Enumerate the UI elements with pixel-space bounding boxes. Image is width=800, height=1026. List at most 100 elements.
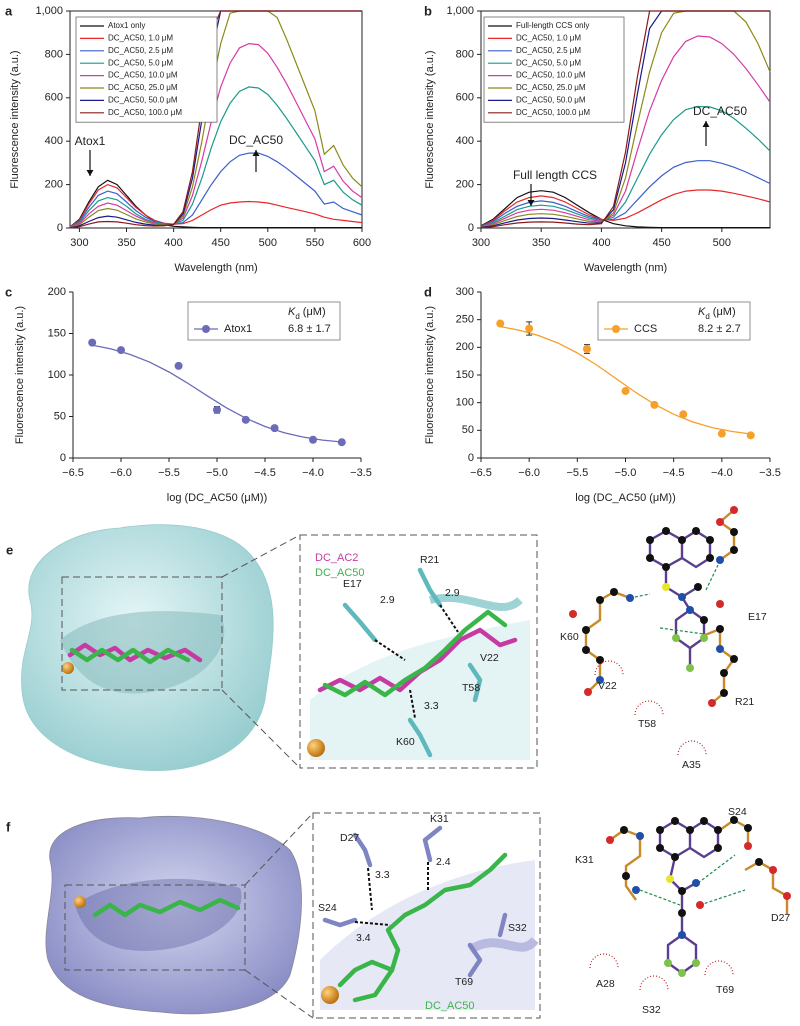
panel-label: f (6, 819, 11, 834)
legend-label: Atox1 (224, 323, 252, 335)
data-point (525, 324, 534, 333)
data-point (650, 400, 659, 409)
copper-ion (74, 896, 86, 908)
annotation: Full length CCS (513, 168, 597, 182)
residue-sticks (422, 825, 443, 863)
fit-curve (92, 344, 342, 443)
arrow-head (86, 170, 94, 176)
residue-label: E17 (748, 611, 767, 623)
residue-sticks (342, 602, 378, 643)
panel-f: f D27 K31 S24 S32 T69 3.3 2.4 3.4 DC_AC5… (6, 806, 791, 1019)
x-tick-label: 400 (164, 237, 182, 249)
zoom-box (64, 884, 246, 971)
x-tick-label: −5.0 (206, 467, 228, 479)
residue-sticks (322, 917, 358, 928)
panel-label: a (5, 3, 13, 18)
x-tick-label: −4.0 (302, 467, 324, 479)
spectrum-line (69, 86, 363, 228)
residue-label: K31 (430, 813, 449, 825)
x-tick-label: −4.0 (711, 467, 733, 479)
spectrum-line (480, 35, 771, 228)
ligand-sticks (69, 647, 191, 665)
residue-sticks (417, 567, 443, 608)
kd-symbol: K (698, 306, 706, 318)
spectrum-line (480, 105, 771, 228)
legend-label: DC_AC50, 50.0 μM (108, 96, 178, 105)
zoom-panel (312, 812, 541, 1019)
ligand-sticks (352, 967, 395, 1003)
kd-unit: (μM) (303, 306, 326, 318)
ligand-sticks (322, 609, 508, 698)
arrow-head (527, 200, 535, 206)
distance-label: 3.3 (424, 700, 439, 712)
data-point (309, 435, 317, 444)
hbond (354, 921, 391, 926)
y-tick-label: 50 (54, 410, 66, 422)
residue-sticks (352, 832, 373, 868)
y-tick-label: 200 (456, 341, 474, 353)
data-point (270, 424, 279, 433)
x-axis-title: Wavelength (nm) (584, 262, 667, 274)
zoom-line (244, 969, 314, 1019)
x-tick-label: −3.5 (350, 467, 372, 479)
ligand-sticks (92, 897, 241, 918)
y-tick-label: 0 (468, 222, 474, 234)
x-tick-label: −5.5 (566, 467, 588, 479)
residue-label: K31 (575, 854, 594, 866)
residue-label: R21 (420, 554, 439, 566)
residue-label: D27 (340, 832, 359, 844)
x-tick-label: 550 (306, 237, 324, 249)
ribbon (429, 593, 523, 612)
x-tick-label: −6.5 (62, 467, 84, 479)
interaction-map (589, 816, 791, 991)
x-tick-label: 300 (472, 237, 490, 249)
x-axis-title: log (DC_AC50 (μM)) (575, 492, 675, 504)
spectrum-line (480, 190, 770, 229)
y-axis-title: Fluorescence intensity (a.u.) (9, 50, 21, 188)
y-tick-label: 800 (45, 48, 63, 60)
x-tick-label: 350 (532, 237, 550, 249)
residue-label: E17 (343, 578, 362, 590)
residue-sticks (467, 662, 483, 703)
distance-label: 2.9 (380, 594, 395, 606)
x-tick-label: −6.0 (518, 467, 540, 479)
residue-sticks (467, 942, 483, 978)
y-tick-label: 150 (456, 369, 474, 381)
residue-label: K60 (396, 736, 415, 748)
panel-label: d (424, 284, 432, 299)
x-tick-label: 450 (212, 237, 230, 249)
data-point (679, 410, 688, 419)
data-point (337, 438, 346, 447)
hbond (367, 867, 373, 911)
legend-label: DC_AC50, 2.5 μM (516, 46, 581, 55)
kd-symbol: K (288, 306, 296, 318)
legend-label: DC_AC50, 50.0 μM (516, 96, 586, 105)
distance-label: 3.4 (356, 932, 371, 944)
x-tick-label: −5.5 (158, 467, 180, 479)
hbond (374, 639, 406, 661)
legend-label: DC_AC50, 5.0 μM (516, 58, 581, 67)
zoom-line (221, 689, 301, 769)
zoom-box (61, 576, 223, 691)
y-tick-label: 600 (456, 92, 474, 104)
y-tick-label: 250 (456, 314, 474, 326)
y-tick-label: 1,000 (35, 5, 63, 17)
y-tick-label: 0 (57, 222, 63, 234)
spectrum-line (480, 10, 770, 229)
y-tick-label: 100 (48, 369, 66, 381)
legend-label: DC_AC50, 25.0 μM (516, 83, 586, 92)
legend-label: DC_AC50, 5.0 μM (108, 58, 173, 67)
panel-label: b (424, 3, 432, 18)
y-tick-label: 400 (456, 135, 474, 147)
legend-box (483, 16, 625, 123)
y-tick-label: 1,000 (446, 5, 474, 17)
x-tick-label: 400 (592, 237, 610, 249)
residue-sticks (407, 717, 433, 758)
ligand-label: DC_AC50 (425, 1000, 475, 1012)
kd-unit: (μM) (713, 306, 736, 318)
y-tick-label: 800 (456, 48, 474, 60)
zoom-line (244, 812, 314, 886)
legend-box (187, 301, 341, 341)
legend-marker (612, 325, 620, 333)
ribbon (310, 620, 530, 760)
